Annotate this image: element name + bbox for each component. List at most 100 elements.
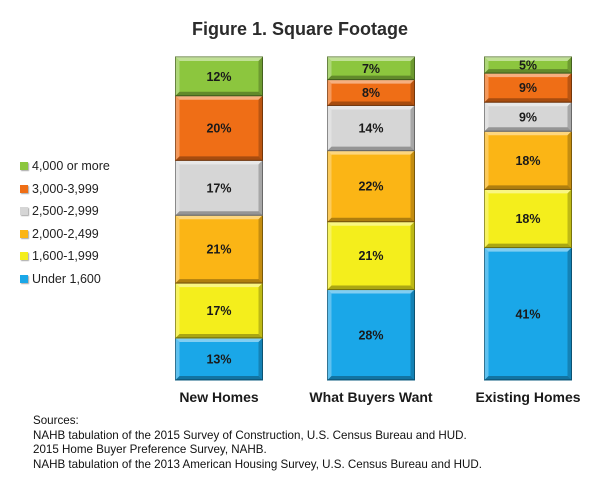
bar-bevel-left xyxy=(484,247,489,380)
bar-segment: 41% xyxy=(484,247,572,381)
bar-bevel-bottom xyxy=(175,376,263,380)
bar-rect xyxy=(327,104,415,152)
legend-label: 1,600-1,999 xyxy=(32,249,99,264)
bar-segment: 14% xyxy=(327,104,415,152)
legend-item-under-1600: Under 1,600 xyxy=(20,268,110,291)
data-label: 14% xyxy=(358,122,383,136)
bar-bevel-right xyxy=(567,131,572,190)
bar-bevel-top xyxy=(175,283,263,288)
data-label: 20% xyxy=(206,122,231,136)
bar-rect xyxy=(484,247,572,381)
bar-bevel-bottom xyxy=(484,243,572,248)
bar-bevel-top xyxy=(175,57,263,61)
legend-item-3000-3999: 3,000-3,999 xyxy=(20,178,110,201)
bar-bevel-left xyxy=(175,338,180,380)
bar-bevel-top xyxy=(484,247,572,252)
bar-bevel-bottom xyxy=(327,217,415,222)
data-label: 13% xyxy=(206,353,231,367)
data-label: 8% xyxy=(362,86,380,100)
data-label: 12% xyxy=(206,70,231,84)
bar-rect xyxy=(484,72,572,103)
bar-rect xyxy=(175,159,263,216)
data-label: 22% xyxy=(358,180,383,194)
bar-bevel-right xyxy=(567,73,572,103)
bar-bevel-left xyxy=(327,57,332,80)
bar-segment: 17% xyxy=(175,159,263,216)
bar-bevel-left xyxy=(327,289,332,380)
bar-bevel-top xyxy=(484,57,572,61)
data-label: 21% xyxy=(358,249,383,263)
bar-bevel-top xyxy=(484,131,572,136)
bar-segment: 9% xyxy=(484,101,572,132)
data-label: 5% xyxy=(519,59,537,73)
data-label: 41% xyxy=(515,307,540,321)
legend-label: 4,000 or more xyxy=(32,159,110,174)
bar-rect xyxy=(484,188,572,249)
chart-title: Figure 1. Square Footage xyxy=(191,19,409,39)
legend-item-4000-or-more: 4,000 or more xyxy=(20,155,110,178)
legend-swatch xyxy=(20,162,28,171)
bar-bevel-left xyxy=(327,79,332,106)
legend-swatch xyxy=(20,252,28,261)
bar-bevel-left xyxy=(484,189,489,248)
bar-segment: 21% xyxy=(327,221,415,291)
bar-segment: 28% xyxy=(327,289,415,381)
bar-bevel-left xyxy=(484,102,489,132)
legend-item-1600-1999: 1,600-1,999 xyxy=(20,245,110,268)
bar-bevel-left xyxy=(175,95,180,161)
legend-swatch xyxy=(20,229,28,238)
bar-bevel-top xyxy=(175,215,263,220)
category-label: What Buyers Want xyxy=(309,389,432,405)
bar-bevel-right xyxy=(410,105,415,151)
bar-bevel-top xyxy=(175,95,263,100)
source-line: 2015 Home Buyer Preference Survey, NAHB. xyxy=(33,443,267,456)
bar-segment: 8% xyxy=(327,79,415,106)
bar-segment: 7% xyxy=(327,56,415,81)
bar-bevel-left xyxy=(175,283,180,339)
bar-rect xyxy=(175,214,263,284)
bar-bevel-left xyxy=(327,221,332,290)
data-label: 21% xyxy=(206,243,231,257)
bar-bevel-top xyxy=(175,160,263,165)
source-line: NAHB tabulation of the 2015 Survey of Co… xyxy=(33,428,467,442)
bar-bevel-bottom xyxy=(175,156,263,161)
bar-bevel-top xyxy=(327,57,415,61)
bar-segment: 17% xyxy=(175,282,263,339)
bar-bevel-left xyxy=(175,160,180,216)
data-label: 17% xyxy=(206,304,231,318)
bar-bevel-right xyxy=(258,95,263,161)
bar-bevel-bottom xyxy=(327,376,415,380)
bar-bevel-top xyxy=(327,150,415,155)
bar-bevel-left xyxy=(327,150,332,222)
legend: 4,000 or more 3,000-3,999 2,500-2,999 2,… xyxy=(20,155,110,290)
bar-bevel-left xyxy=(484,57,489,74)
bar-bevel-bottom xyxy=(327,146,415,151)
bar-bevel-right xyxy=(410,150,415,222)
bar-bevel-left xyxy=(327,105,332,151)
bar-bevel-right xyxy=(258,57,263,96)
bar-bevel-right xyxy=(258,283,263,339)
bar-bevel-right xyxy=(567,247,572,380)
bar-bevel-bottom xyxy=(484,98,572,103)
legend-label: 2,000-2,499 xyxy=(32,226,99,241)
bar-bevel-left xyxy=(484,73,489,103)
legend-swatch xyxy=(20,274,28,283)
data-label: 9% xyxy=(519,110,537,124)
bar-bevel-bottom xyxy=(484,376,572,380)
bar-bevel-right xyxy=(410,57,415,80)
bar-bevel-bottom xyxy=(484,185,572,190)
bar-bevel-left xyxy=(484,131,489,190)
bar-bevel-bottom xyxy=(327,75,415,80)
legend-label: Under 1,600 xyxy=(32,271,101,286)
bar-segment: 12% xyxy=(175,56,263,97)
bar-segment: 18% xyxy=(484,130,572,190)
legend-item-2000-2499: 2,000-2,499 xyxy=(20,223,110,246)
bar-rect xyxy=(327,221,415,291)
bar-bevel-bottom xyxy=(175,334,263,339)
legend-swatch xyxy=(20,184,28,193)
bar-bevel-right xyxy=(258,338,263,380)
bar-bevel-bottom xyxy=(327,101,415,106)
bar-segment: 20% xyxy=(175,95,263,161)
bar-rect xyxy=(327,56,415,81)
